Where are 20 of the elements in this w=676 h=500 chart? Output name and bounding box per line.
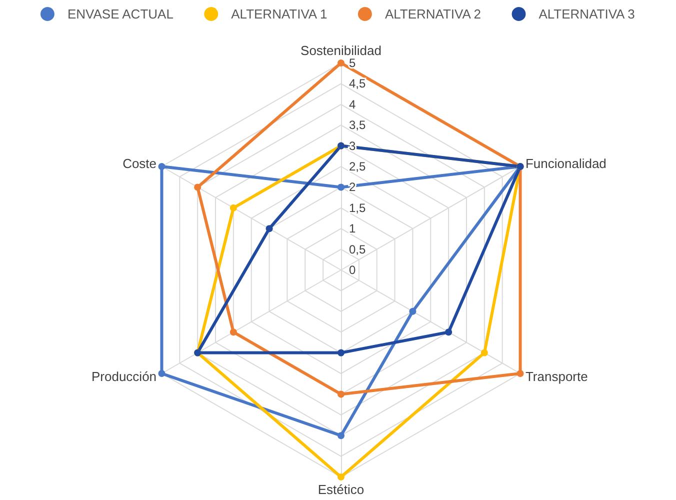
spoke-label: Coste: [122, 156, 157, 171]
legend-label: ALTERNATIVA 2: [384, 6, 482, 22]
spoke-label: Estético: [318, 482, 364, 497]
spoke-label: Funcionalidad: [525, 156, 606, 171]
y-tick-label: 4: [349, 97, 356, 112]
y-tick-label: 1,5: [349, 200, 366, 215]
y-tick-label: 4,5: [349, 76, 366, 91]
legend-label: ENVASE ACTUAL: [67, 6, 174, 22]
y-tick-label: 3,5: [349, 118, 366, 132]
y-tick-label: 5: [349, 56, 356, 70]
legend-label: ALTERNATIVA 3: [538, 6, 635, 22]
legend-label: ALTERNATIVA 1: [231, 6, 328, 22]
spoke-label: Sostenibilidad: [300, 43, 382, 58]
y-tick-label: 2,5: [349, 160, 366, 174]
y-tick-label: 0,5: [349, 242, 366, 256]
y-tick-label: 3: [349, 138, 356, 153]
y-tick-label: 1: [349, 222, 356, 236]
spoke-label: Producción: [91, 369, 157, 384]
spoke-label: Transporte: [525, 369, 588, 384]
y-tick-label: 0: [349, 263, 356, 277]
